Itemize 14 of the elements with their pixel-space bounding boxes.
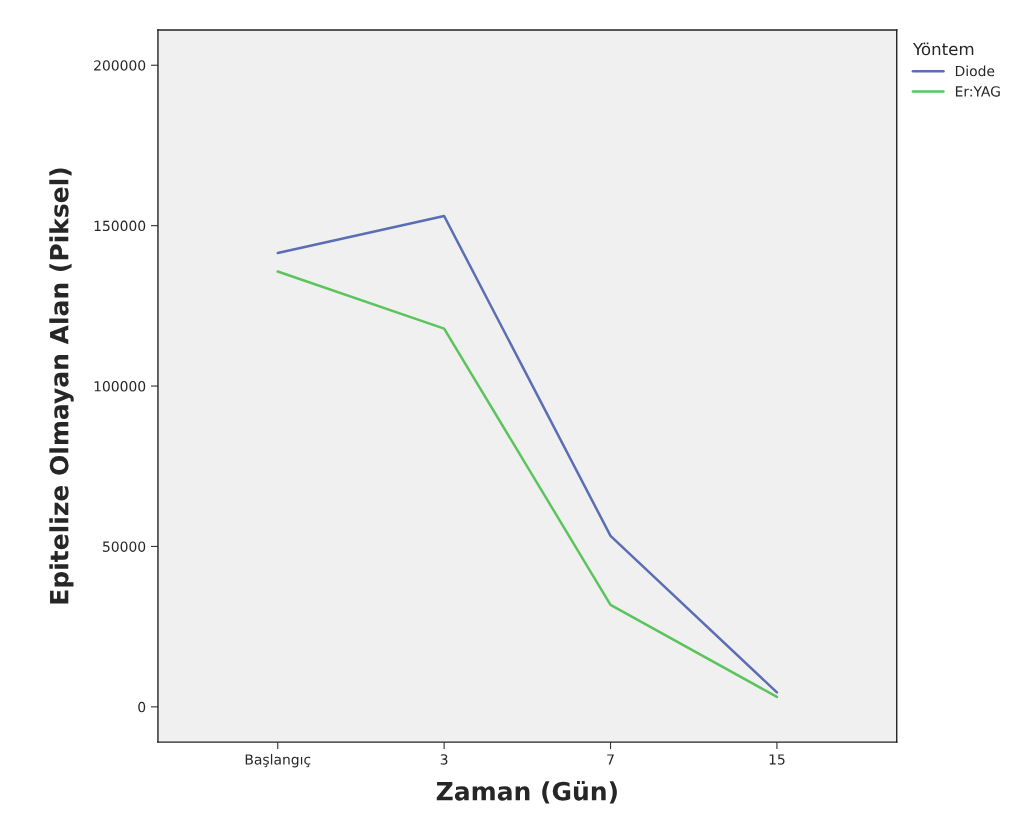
y-tick-label: 200000 bbox=[94, 60, 146, 71]
y-tick-label: 150000 bbox=[94, 220, 146, 232]
x-tick-label: 3 bbox=[440, 754, 448, 765]
x-tick-label: 7 bbox=[607, 754, 614, 765]
x-axis-title: Zaman (Gün) bbox=[436, 780, 617, 804]
y-tick-label: 100000 bbox=[94, 381, 146, 392]
x-tick-label: 15 bbox=[769, 754, 785, 765]
y-axis-title: Epitelize Olmayan Alan (Piksel) bbox=[49, 168, 74, 604]
y-tick-label: 0 bbox=[138, 701, 146, 713]
x-tick-label: Başlangıç bbox=[245, 753, 311, 768]
legend-label: Er:YAG bbox=[955, 86, 1000, 97]
y-tick-label: 50000 bbox=[103, 541, 146, 552]
legend-label: Diode bbox=[955, 65, 995, 77]
legend-title: Yöntem bbox=[912, 42, 974, 56]
